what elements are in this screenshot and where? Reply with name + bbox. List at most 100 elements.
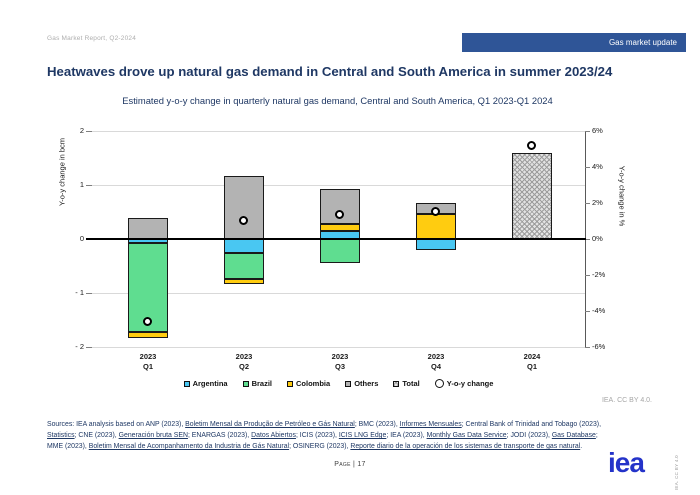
right-axis-tick-label: 6%: [592, 126, 603, 135]
page-number: Page | 17: [334, 461, 366, 468]
chart-legend: Argentina Brazil Colombia Others Total Y-o-y …: [92, 379, 585, 388]
legend-item: Colombia: [287, 379, 330, 388]
source-text: ; ENARGAS (2023),: [187, 432, 252, 439]
bar-segment-brazil: [320, 239, 360, 264]
bar-segment-colombia: [128, 331, 168, 339]
bar-segment-argentina: [224, 239, 264, 254]
legend-label: Total: [402, 379, 420, 388]
total-marker: [431, 207, 441, 217]
left-axis-tick: [86, 131, 92, 132]
bar-segment-others: [320, 188, 360, 224]
x-axis-label: 2023 Q3: [331, 352, 349, 371]
right-axis-tick: [585, 311, 590, 312]
right-axis-tick: [585, 275, 590, 276]
legend-swatch-total: [393, 380, 400, 387]
right-axis-tick: [585, 167, 590, 168]
source-link[interactable]: Gas Database: [551, 432, 596, 439]
legend-item: Total: [393, 379, 420, 388]
bar-segment-colombia: [224, 278, 264, 284]
zero-line: [86, 238, 586, 240]
right-axis-tick-label: 2%: [592, 198, 603, 207]
page-title: Heatwaves drove up natural gas demand in…: [47, 64, 613, 79]
left-axis-tick: [86, 185, 92, 186]
source-text: ; BMC (2023),: [354, 421, 400, 428]
bar-segment-others: [224, 176, 264, 239]
legend-label: Colombia: [296, 379, 331, 388]
right-axis-tick-label: -6%: [592, 342, 606, 351]
source-text: .: [580, 443, 583, 450]
source-text: ; OSINERG (2023),: [289, 443, 351, 450]
source-link[interactable]: Informes Mensuales: [399, 421, 462, 428]
left-axis-tick-label: 0: [79, 234, 84, 243]
left-axis-tick-label: 2: [79, 126, 84, 135]
x-axis-label: 2023 Q4: [427, 352, 445, 371]
gridline: [92, 292, 585, 294]
bar-segment-brazil: [224, 253, 264, 279]
legend-swatch-argentina: [183, 380, 190, 387]
total-marker: [527, 140, 537, 150]
right-axis-tick-label: 0%: [592, 234, 603, 243]
left-axis-tick-label: - 1: [75, 288, 84, 297]
source-link[interactable]: Monthly Gas Data Service: [426, 432, 507, 439]
source-link[interactable]: Generación bruta SEN: [118, 432, 188, 439]
total-marker: [335, 210, 345, 219]
left-axis-tick: [86, 293, 92, 294]
gridline: [92, 130, 585, 132]
legend-label: Argentina: [192, 379, 228, 388]
bar-segment-argentina: [416, 239, 456, 250]
right-axis-tick: [585, 239, 590, 240]
legend-label: Y-o-y change: [446, 379, 494, 388]
bar-segment-others: [128, 218, 168, 239]
right-axis-tick: [585, 347, 590, 348]
source-text: Sources: IEA analysis based on ANP (2023…: [47, 421, 186, 428]
left-axis-tick-label: - 2: [75, 342, 84, 351]
right-axis-tick-label: -2%: [592, 270, 606, 279]
total-marker: [239, 216, 249, 226]
legend-item: Y-o-y change: [434, 379, 494, 388]
bar-segment-colombia: [320, 223, 360, 231]
source-text: ;: [595, 432, 598, 439]
source-link[interactable]: Boletim Mensal da Produção de Petróleo e…: [185, 421, 355, 428]
source-link[interactable]: ICIS LNG Edge: [338, 432, 387, 439]
legend-label: Brazil: [251, 379, 273, 388]
source-link[interactable]: Boletim Mensal de Acompanhamento da Indu…: [88, 443, 290, 450]
right-axis-tick-label: -4%: [592, 306, 606, 315]
left-axis-tick-label: 1: [79, 180, 84, 189]
legend-swatch-others: [345, 380, 352, 387]
right-axis-tick: [585, 203, 590, 204]
gridline: [92, 184, 585, 186]
left-axis-title: Y-o-y change in bcm: [57, 137, 67, 207]
report-title-label: Gas Market Report, Q2-2024: [47, 35, 137, 42]
source-text: ; JODI (2023),: [506, 432, 552, 439]
source-text: ; IEA (2023),: [386, 432, 427, 439]
source-text: ; ICIS (2023),: [295, 432, 339, 439]
gridline: [92, 346, 585, 348]
source-text: ; CNE (2023),: [74, 432, 119, 439]
right-axis-tick-label: 4%: [592, 162, 603, 171]
source-link[interactable]: Datos Abiertos: [251, 432, 296, 439]
x-axis-label: 2024 Q1: [523, 352, 541, 371]
legend-item: Argentina: [183, 379, 228, 388]
x-axis-label: 2023 Q1: [139, 352, 157, 371]
legend-swatch-brazil: [242, 380, 249, 387]
sources-note: Sources: IEA analysis based on ANP (2023…: [47, 419, 659, 452]
source-link[interactable]: Reporte diario de la operación de los si…: [350, 443, 581, 450]
license-vertical: IEA. CC BY 4.0: [674, 455, 679, 491]
legend-item: Brazil: [242, 379, 273, 388]
legend-label: Others: [354, 379, 379, 388]
left-axis-tick: [86, 347, 92, 348]
chart-subtitle: Estimated y-o-y change in quarterly natu…: [122, 95, 553, 106]
legend-swatch-y-o-y-change: [434, 379, 444, 388]
right-axis-tick: [585, 131, 590, 132]
license-note: IEA. CC BY 4.0.: [601, 397, 652, 404]
source-link[interactable]: Statistics: [47, 432, 75, 439]
bar-segment-total: [512, 153, 552, 239]
iea-logo: iea: [608, 447, 645, 478]
x-axis-label: 2023 Q2: [235, 352, 253, 371]
right-axis-title: Y-o-y change in %: [617, 165, 627, 227]
gas-market-update-badge: Gas market update: [462, 33, 686, 52]
total-marker: [143, 317, 153, 327]
bar-segment-colombia: [416, 214, 456, 239]
